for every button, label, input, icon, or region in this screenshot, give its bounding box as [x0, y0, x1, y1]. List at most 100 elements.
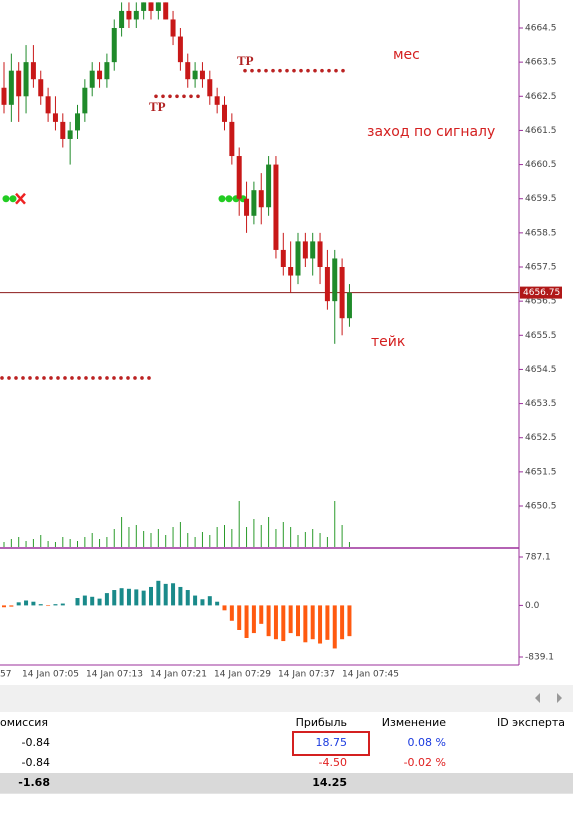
time-label: 14 Jan 07:45: [342, 670, 399, 680]
tp-dot: [154, 94, 158, 99]
y-tick-label: 4663.5: [525, 58, 557, 68]
oscillator-bar: [215, 601, 220, 606]
table-cell: Прибыль: [295, 716, 347, 729]
exit-cross: [15, 192, 26, 205]
oscillator-bar: [185, 590, 190, 606]
oscillator-bar: [281, 605, 286, 642]
tp-label: TP: [237, 53, 254, 68]
time-label: 14 Jan 07:37: [278, 670, 335, 680]
oscillator-bar: [156, 580, 161, 606]
entry-dot: [2, 195, 10, 203]
scrollbar[interactable]: [0, 685, 573, 712]
table-cell: -1.68: [18, 776, 50, 789]
tp-dot: [182, 94, 186, 99]
oscillator-bar: [31, 601, 36, 606]
candle-body: [251, 190, 257, 216]
chart: мес заход по сигналу тейк TP TP 4664.5 46…: [0, 0, 573, 712]
entry-dot: [218, 195, 226, 203]
oscillator-bar: [325, 605, 330, 640]
oscillator-bar: [237, 605, 242, 630]
tp-dot: [327, 68, 331, 73]
candle-body: [346, 292, 352, 319]
candle-body: [104, 62, 110, 80]
candle-body: [45, 96, 51, 114]
time-label: 14 Jan 07:21: [150, 670, 207, 680]
oscillator-bar: [332, 605, 337, 649]
trade-table: омиссия Прибыль Изменение ID эксперта -0.84 1…: [0, 712, 573, 817]
tp-dot: [189, 94, 193, 99]
candle-body: [332, 258, 338, 302]
tp-dot: [341, 68, 345, 73]
annotation: тейк: [371, 334, 405, 350]
stop-dot: [63, 376, 67, 380]
candle-body: [199, 70, 205, 80]
candle-body: [302, 241, 308, 259]
table-cell: ID эксперта: [496, 716, 565, 729]
stop-dot: [28, 376, 32, 380]
tp-label: TP: [149, 99, 166, 114]
annotation: мес: [393, 47, 420, 63]
oscillator-bar: [193, 595, 198, 606]
y-tick-label: 4652.5: [525, 433, 557, 443]
oscillator-bar: [244, 605, 249, 638]
table-cell: 0.08 %: [407, 736, 446, 749]
oscillator-bar: [207, 596, 212, 606]
tp-dot: [257, 68, 261, 73]
stop-dot: [49, 376, 53, 380]
candle-body: [52, 113, 58, 122]
oscillator-bar: [229, 605, 234, 621]
osc-tick-label: 0.0: [525, 601, 540, 611]
candle-body: [295, 241, 301, 276]
stop-dot: [42, 376, 46, 380]
y-tick-label: 4655.5: [525, 331, 557, 341]
candle-body: [229, 121, 235, 157]
candle-body: [244, 198, 250, 216]
candle-body: [222, 104, 227, 122]
stop-dot: [91, 376, 95, 380]
tp-dot: [278, 68, 282, 73]
oscillator-bar: [266, 605, 271, 637]
candle-body: [288, 267, 294, 276]
candle-body: [23, 62, 29, 97]
table-cell: -0.84: [21, 756, 50, 769]
candle-body: [155, 2, 161, 11]
stop-dot: [119, 376, 123, 380]
candle-body: [185, 62, 191, 80]
stop-dot: [126, 376, 130, 380]
candle-body: [192, 70, 198, 80]
candle-body: [67, 130, 73, 139]
candle-body: [324, 267, 330, 302]
candle-body: [310, 241, 316, 259]
oscillator-bar: [2, 605, 6, 608]
table-cell: -4.50: [318, 756, 347, 769]
candle-body: [133, 10, 139, 20]
candle-body: [111, 27, 117, 63]
oscillator-bar: [141, 590, 146, 606]
candle-body: [89, 70, 95, 88]
candle-body: [280, 249, 286, 268]
oscillator-bar: [9, 605, 14, 607]
stop-dot: [7, 376, 11, 380]
stop-dot: [35, 376, 39, 380]
candle-body: [339, 267, 345, 319]
y-tick-label: 4664.5: [525, 23, 557, 33]
stop-dot: [84, 376, 88, 380]
stop-dot: [105, 376, 109, 380]
y-tick-label: 4653.5: [525, 399, 557, 409]
y-tick-label: 4659.5: [525, 194, 557, 204]
oscillator-bar: [296, 605, 300, 637]
candle-body: [214, 96, 220, 105]
table-cell: омиссия: [0, 716, 49, 729]
tp-dot: [196, 94, 200, 99]
candle-body: [60, 121, 66, 139]
oscillator-bar: [273, 605, 278, 640]
tp-dot: [175, 94, 179, 99]
current-price-box: [520, 286, 562, 299]
table-cell: 14.25: [312, 776, 347, 789]
stop-dot: [0, 376, 4, 380]
entry-dot: [225, 195, 233, 203]
oscillator-bar: [38, 604, 43, 606]
candle-body: [317, 241, 323, 268]
table-cell: Изменение: [381, 716, 446, 729]
candle-body: [16, 70, 22, 97]
